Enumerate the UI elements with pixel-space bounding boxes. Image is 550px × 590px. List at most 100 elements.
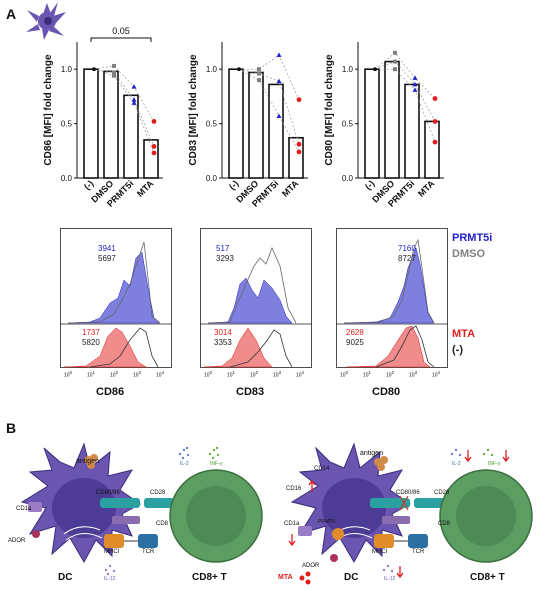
tick-base: 10 [227, 372, 233, 379]
paired-line [374, 61, 436, 122]
prmt5-enzyme [332, 528, 344, 540]
tick-base: 10 [110, 372, 116, 379]
tick-base: 10 [250, 372, 256, 379]
ifn-down-arrow [502, 450, 510, 463]
tick: 104 [432, 370, 440, 379]
paired-line [93, 68, 155, 154]
histogram-cd86-mta-mfi: 1737 [82, 328, 100, 337]
histogram-cd83-neg-trace [229, 329, 293, 368]
tcr-receptor-right [408, 534, 428, 548]
data-point [151, 150, 157, 156]
paired-line [93, 65, 155, 122]
cd80-86-receptor-right [370, 498, 410, 508]
histogram-cd86-dmso-trace [67, 241, 161, 324]
il2-down-arrow [464, 450, 472, 463]
tick-exp: 4 [437, 370, 440, 375]
tick-base: 10 [87, 372, 93, 379]
tick-exp: 2 [115, 370, 118, 375]
data-point [131, 97, 137, 102]
tick-exp: 3 [278, 370, 281, 375]
left-antigen-glyph [84, 454, 98, 469]
x-tick-label: (-) [82, 178, 95, 191]
right-cytokines [288, 448, 510, 579]
left-antigen-label: antigen [76, 458, 99, 465]
histogram-cd83-neg-mfi: 3353 [214, 338, 232, 347]
y-axis-label: CD80 [MFI] fold change [324, 54, 335, 166]
histogram-cd86-neg-trace [89, 327, 159, 368]
left-il12-dots [104, 564, 116, 576]
paired-line [93, 68, 155, 147]
left-il2-dots [178, 446, 190, 460]
bar [364, 68, 380, 179]
right-ifn-dots [482, 448, 494, 457]
tick: 100 [64, 370, 72, 379]
bar [268, 83, 284, 179]
tick-base: 10 [386, 372, 392, 379]
cd8-bridge [112, 516, 140, 524]
x-tick-label: MTA [280, 178, 301, 199]
tick-exp: 3 [138, 370, 141, 375]
tick-exp: 1 [232, 370, 235, 375]
tick-exp: 1 [92, 370, 95, 375]
data-point [432, 96, 438, 101]
data-point [432, 119, 438, 124]
tick: 102 [386, 370, 394, 379]
paired-line [239, 54, 300, 100]
bar [404, 83, 420, 179]
mhci-receptor [104, 534, 124, 548]
data-point [276, 113, 282, 118]
left-dc-cell [20, 442, 141, 564]
data-point [237, 67, 241, 71]
data-point [296, 97, 302, 103]
tick: 101 [227, 370, 235, 379]
histogram-cd80: 7160 8727 2628 9025 [336, 228, 448, 368]
tick-base: 10 [296, 372, 302, 379]
panel-label-a: A [6, 6, 17, 22]
tick: 101 [87, 370, 95, 379]
x-tick-label: MTA [135, 178, 156, 199]
right-il12-label: IL-12 [384, 576, 396, 582]
tick-exp: 2 [255, 370, 258, 375]
mhci-receptor-right [374, 534, 394, 548]
tcr-receptor [138, 534, 158, 548]
tick-base: 10 [204, 372, 210, 379]
histogram-cd83-mta-trace [203, 327, 273, 368]
data-point [112, 63, 116, 68]
data-point [112, 70, 116, 75]
histogram-cd83-xaxis: 100 101 102 103 104 [200, 370, 312, 382]
histogram-cd80-neg-mfi: 9025 [346, 338, 364, 347]
right-tcell-label: CD8+ T [470, 572, 505, 583]
bar [228, 68, 244, 179]
histogram-cd86-dmso-mfi: 5697 [98, 254, 116, 263]
legend-dmso: DMSO [452, 248, 485, 260]
data-point [276, 52, 282, 58]
data-point [92, 67, 96, 71]
left-cytokines [84, 446, 220, 576]
y-axis-label: CD83 [MFI] fold change [188, 54, 199, 166]
tick: 103 [273, 370, 281, 379]
x-tick-label: (-) [363, 178, 376, 191]
data-point [393, 50, 397, 55]
tick-exp: 0 [209, 370, 212, 375]
data-point [393, 67, 397, 72]
bar [248, 71, 264, 179]
tick: 102 [110, 370, 118, 379]
data-point [276, 78, 282, 84]
histogram-cd80-dmso-trace [343, 238, 435, 324]
right-cd80-86-label: CD80/86 [396, 490, 420, 496]
histogram-cd83-plot [200, 228, 312, 368]
right-ifn-label: INF-γ [488, 461, 501, 467]
significance-bracket [90, 37, 152, 42]
legend-neg: (-) [452, 344, 463, 356]
data-point [296, 141, 302, 147]
y-tick-label: 0.0 [61, 174, 73, 183]
tick: 100 [204, 370, 212, 379]
left-cd80-86-label: CD80/86 [96, 490, 120, 496]
tick-base: 10 [409, 372, 415, 379]
bar [384, 60, 400, 179]
x-tick-label: (-) [227, 178, 240, 191]
tick-base: 10 [340, 372, 346, 379]
data-point [432, 139, 438, 145]
il12-down-arrow [396, 566, 404, 579]
